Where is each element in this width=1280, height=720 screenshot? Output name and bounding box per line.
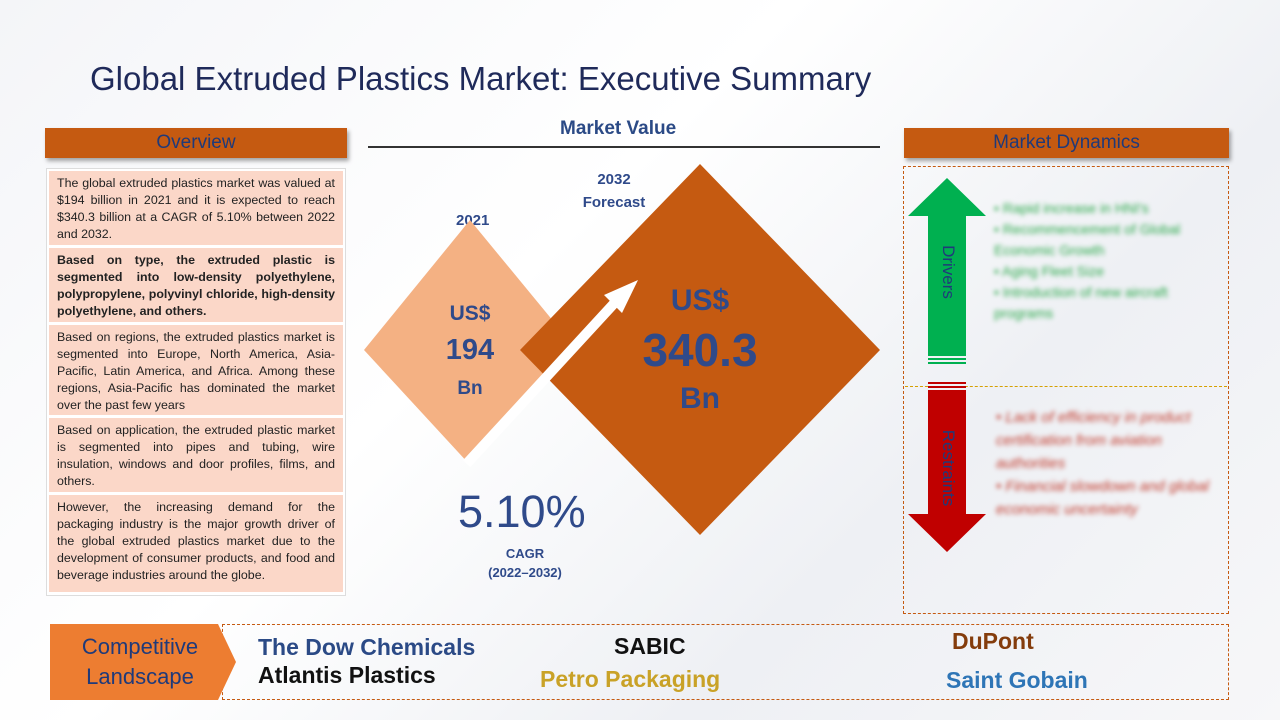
- divider: [368, 146, 880, 148]
- drivers-label: Drivers: [939, 245, 958, 299]
- year-2021-label: 2021: [456, 212, 490, 229]
- cagr-value: 5.10%: [458, 486, 586, 537]
- value-2021: US$ 194 Bn: [445, 302, 495, 399]
- competitive-label: Competitive Landscape: [81, 634, 199, 689]
- overview-paragraph: Based on regions, the extruded plastics …: [49, 325, 343, 415]
- company-atlantis: Atlantis Plastics: [258, 662, 436, 688]
- overview-paragraph: However, the increasing demand for the p…: [49, 495, 343, 592]
- value-2032: US$ 340.3 Bn: [642, 284, 758, 415]
- overview-paragraph: Based on application, the extruded plast…: [49, 418, 343, 492]
- growth-arrow-head: [604, 280, 638, 313]
- restraints-list: • Lack of efficiency in product certific…: [996, 406, 1216, 521]
- overview-panel: The global extruded plastics market was …: [46, 168, 346, 596]
- list-item: • Recommencement of Global Economic Grow…: [994, 221, 1181, 258]
- competitive-badge: [50, 624, 236, 700]
- company-saint-gobain: Saint Gobain: [946, 667, 1088, 693]
- restraints-label: Restraints: [939, 429, 958, 507]
- cagr-label: CAGR (2022–2032): [488, 546, 562, 580]
- market-dynamics-panel: [903, 166, 1229, 614]
- growth-arrow-shaft: [462, 289, 628, 468]
- overview-paragraph: Based on type, the extruded plastic is s…: [49, 248, 343, 322]
- drivers-list: • Rapid increase in HNI's • Recommenceme…: [994, 198, 1214, 324]
- divider: [905, 386, 1227, 387]
- overview-header: Overview: [45, 128, 347, 158]
- list-item: • Financial slowdown and global economic…: [996, 478, 1209, 518]
- year-2032-label: 2032 Forecast: [582, 171, 646, 211]
- company-dow: The Dow Chemicals: [258, 634, 476, 660]
- drivers-arrow-up: [908, 178, 986, 356]
- market-value-header: Market Value: [560, 118, 677, 139]
- list-item: • Rapid increase in HNI's: [994, 200, 1149, 216]
- restraints-arrow-down: [908, 390, 986, 552]
- company-sabic: SABIC: [614, 633, 686, 659]
- dynamics-arrows: [908, 178, 986, 552]
- diamond-2032: [520, 164, 880, 535]
- page-title: Global Extruded Plastics Market: Executi…: [90, 60, 872, 97]
- list-item: • Introduction of new aircraft programs: [994, 284, 1168, 321]
- list-item: • Aging Fleet Size: [994, 263, 1104, 279]
- market-value-diagram: [364, 164, 880, 535]
- market-dynamics-header: Market Dynamics: [904, 128, 1229, 158]
- company-petro: Petro Packaging: [540, 666, 721, 692]
- company-dupont: DuPont: [952, 628, 1034, 654]
- list-item: • Lack of efficiency in product certific…: [996, 409, 1191, 472]
- overview-paragraph: The global extruded plastics market was …: [49, 171, 343, 245]
